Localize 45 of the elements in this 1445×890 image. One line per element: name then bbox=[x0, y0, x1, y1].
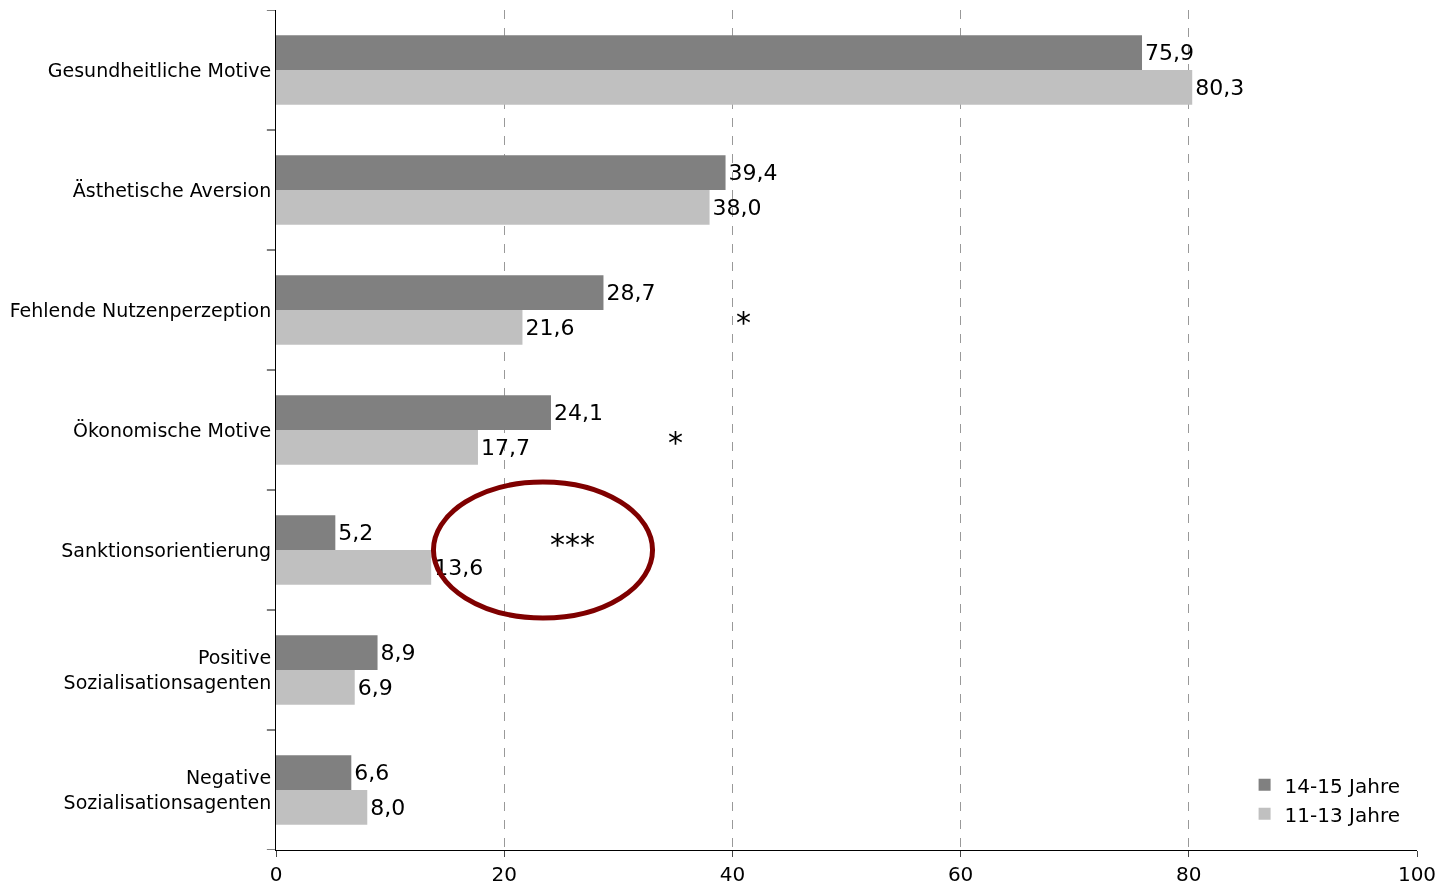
x-tick-label: 80 bbox=[1176, 862, 1202, 886]
data-label: 24,1 bbox=[553, 400, 603, 426]
data-label: 17,7 bbox=[480, 434, 530, 460]
bar bbox=[276, 395, 551, 430]
data-label: 21,6 bbox=[525, 314, 575, 340]
bar bbox=[276, 190, 710, 225]
y-tick-label: Positive Sozialisationsagenten bbox=[63, 646, 272, 693]
bar bbox=[276, 70, 1193, 105]
data-label: 80,3 bbox=[1195, 74, 1245, 100]
data-label: 39,4 bbox=[728, 160, 778, 186]
bar bbox=[276, 155, 726, 190]
bar bbox=[276, 310, 523, 345]
y-tick-label: Gesundheitliche Motive bbox=[47, 58, 272, 81]
y-tick-label: Negative Sozialisationsagenten bbox=[63, 766, 272, 813]
y-tick-label: Fehlende Nutzenperzeption bbox=[9, 298, 272, 321]
bar bbox=[276, 275, 604, 310]
data-label: 38,0 bbox=[712, 194, 762, 220]
data-label: 6,6 bbox=[354, 760, 390, 786]
x-tick-label: 0 bbox=[269, 862, 283, 886]
data-label: 28,7 bbox=[606, 280, 656, 306]
data-label: 75,9 bbox=[1145, 40, 1194, 66]
bar bbox=[276, 670, 355, 705]
annotation: * bbox=[736, 305, 751, 340]
bar bbox=[276, 790, 368, 825]
bar bbox=[276, 635, 378, 670]
y-tick-label: Ökonomische Motive bbox=[73, 418, 272, 441]
bar bbox=[276, 430, 478, 465]
annotation: * bbox=[668, 425, 683, 460]
bar bbox=[276, 35, 1143, 70]
y-tick-label: Sanktionsorientierung bbox=[61, 538, 272, 561]
legend-label: 11-13 Jahre bbox=[1284, 802, 1400, 827]
bar bbox=[276, 515, 336, 550]
data-label: 8,9 bbox=[380, 640, 416, 666]
x-tick-label: 40 bbox=[719, 862, 746, 886]
x-tick-label: 20 bbox=[491, 862, 517, 886]
legend-label: 14-15 Jahre bbox=[1284, 773, 1400, 798]
annotation: *** bbox=[550, 527, 595, 562]
y-tick-label: Ästhetische Aversion bbox=[72, 178, 272, 201]
x-tick-label: 60 bbox=[947, 862, 974, 886]
data-label: 8,0 bbox=[370, 794, 406, 820]
data-label: 6,9 bbox=[357, 674, 393, 700]
data-label: 5,2 bbox=[338, 520, 374, 546]
bar bbox=[276, 755, 352, 790]
x-tick-label: 100 bbox=[1397, 862, 1437, 886]
bar bbox=[276, 550, 432, 585]
